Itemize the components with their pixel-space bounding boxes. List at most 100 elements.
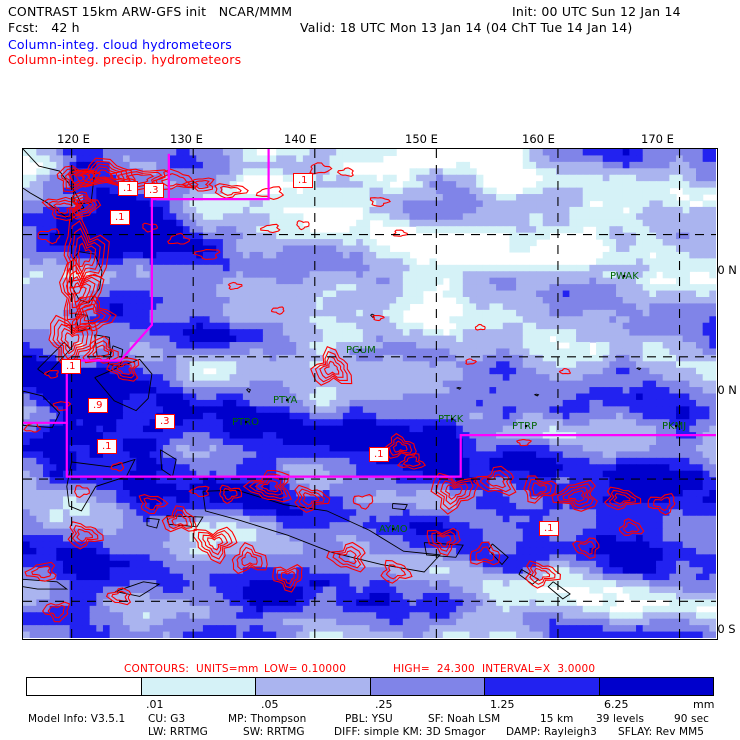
field-cell (562, 419, 570, 427)
field-cell (662, 393, 670, 401)
field-cell (702, 149, 710, 157)
field-cell (249, 387, 257, 395)
field-cell (616, 303, 624, 311)
field-cell (362, 316, 371, 324)
field-cell (162, 226, 171, 234)
field-cell (536, 470, 544, 478)
field-cell (616, 348, 624, 356)
field-cell (649, 309, 657, 317)
field-cell (596, 277, 604, 285)
field-cell (609, 168, 617, 176)
field-cell (696, 213, 704, 221)
field-cell (382, 477, 391, 485)
field-cell (442, 271, 451, 279)
field-cell (23, 187, 31, 195)
field-cell (69, 149, 77, 157)
field-cell (216, 168, 224, 176)
field-cell (222, 226, 231, 234)
field-cell (496, 264, 504, 272)
field-cell (209, 387, 217, 395)
field-cell (142, 258, 151, 266)
field-cell (222, 412, 231, 420)
field-cell (429, 425, 437, 433)
field-cell (296, 161, 304, 169)
field-cell (389, 290, 397, 298)
field-cell (256, 419, 264, 427)
field-cell (309, 432, 317, 440)
field-cell (502, 226, 511, 234)
field-cell (182, 425, 191, 433)
field-cell (182, 380, 191, 388)
field-cell (569, 168, 577, 176)
field-cell (182, 168, 191, 176)
field-cell (476, 393, 484, 401)
field-cell (502, 367, 511, 375)
field-cell (616, 239, 624, 247)
field-cell (289, 342, 297, 350)
field-cell (442, 213, 451, 221)
field-cell (142, 322, 151, 330)
field-cell (396, 342, 404, 350)
field-cell (669, 155, 677, 163)
field-cell (362, 258, 371, 266)
field-cell (689, 387, 697, 395)
field-cell (196, 380, 204, 388)
field-cell (669, 174, 677, 182)
field-cell (542, 187, 551, 195)
field-cell (269, 290, 277, 298)
field-cell (69, 380, 77, 388)
field-cell (176, 444, 184, 452)
field-cell (302, 438, 311, 446)
field-cell (462, 348, 471, 356)
field-cell (409, 348, 417, 356)
field-cell (262, 303, 271, 311)
field-cell (656, 393, 664, 401)
field-cell (442, 412, 451, 420)
field-cell (356, 181, 364, 189)
field-cell (542, 438, 551, 446)
field-cell (122, 245, 131, 253)
field-cell (636, 239, 644, 247)
field-cell (582, 444, 590, 452)
field-cell (122, 194, 131, 202)
field-cell (389, 271, 397, 279)
field-cell (562, 380, 570, 388)
field-cell (402, 432, 411, 440)
field-cell (689, 206, 697, 214)
field-cell (389, 296, 397, 305)
map-panel[interactable]: PWAKPGUMPTYAPTROPTKKPTRPPKMJAYMO (22, 148, 718, 640)
field-cell (209, 271, 217, 279)
field-cell (196, 277, 204, 285)
field-cell (549, 419, 557, 427)
field-cell (569, 361, 577, 369)
field-cell (396, 290, 404, 298)
field-cell (136, 380, 144, 388)
field-cell (669, 380, 677, 388)
field-cell (156, 322, 164, 330)
field-cell (549, 277, 557, 285)
field-cell (462, 329, 471, 337)
field-cell (522, 245, 531, 253)
field-cell (436, 412, 444, 420)
field-cell (296, 264, 304, 272)
field-cell (656, 425, 664, 433)
field-cell (549, 290, 557, 298)
field-cell (689, 348, 697, 356)
field-cell (42, 200, 51, 208)
field-cell (56, 161, 64, 169)
field-cell (702, 406, 710, 414)
field-cell (396, 464, 404, 472)
field-cell (656, 251, 664, 259)
field-cell (382, 348, 391, 356)
field-cell (142, 361, 151, 369)
field-cell (316, 329, 324, 337)
field-cell (209, 303, 217, 311)
field-cell (596, 194, 604, 202)
field-cell (342, 309, 351, 317)
field-cell (482, 387, 491, 395)
field-cell (89, 245, 97, 253)
field-cell (482, 194, 491, 202)
field-cell (176, 322, 184, 330)
field-cell (269, 296, 277, 305)
field-cell (109, 200, 117, 208)
